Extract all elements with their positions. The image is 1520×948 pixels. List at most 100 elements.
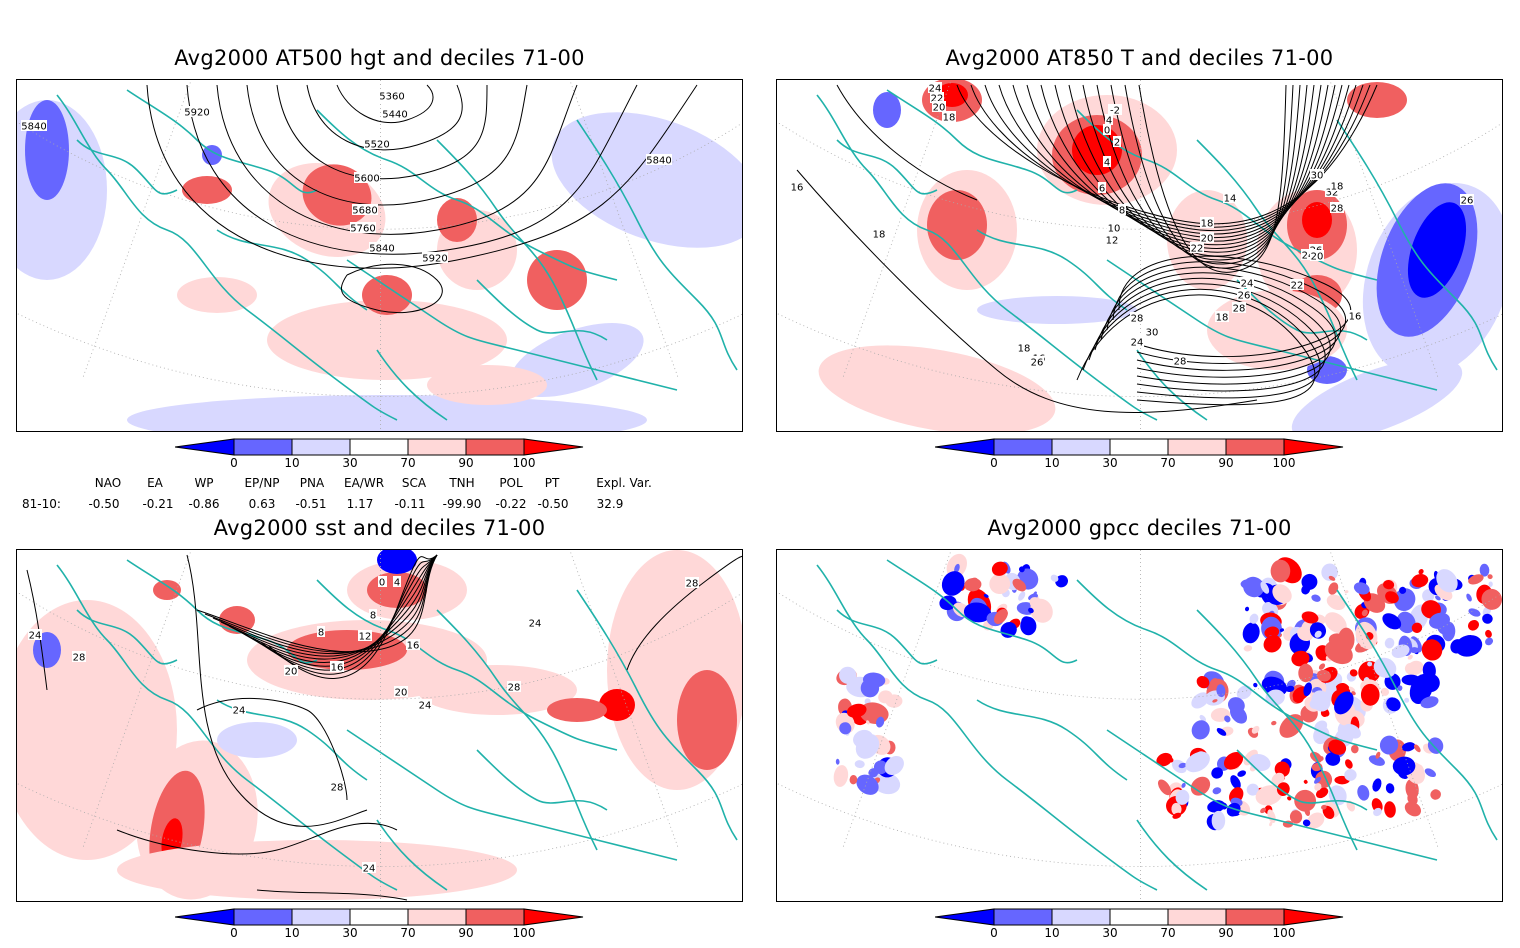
- decile-shading: [1303, 682, 1312, 697]
- decile-shading: [1391, 644, 1410, 658]
- svg-text:16: 16: [331, 663, 344, 674]
- decile-shading: [1468, 619, 1479, 631]
- svg-text:20: 20: [1201, 234, 1214, 245]
- contour-label: 26: [1237, 289, 1251, 302]
- decile-shading: [971, 577, 978, 582]
- decile-shading: [1468, 574, 1484, 585]
- contour-label: 24: [928, 82, 942, 95]
- colorbar-svg: [935, 908, 1344, 926]
- contour-label: 10: [1107, 222, 1121, 235]
- colorbar-segment: [349, 438, 409, 456]
- decile-shading: [1319, 756, 1324, 761]
- contour-label: 24: [232, 704, 246, 717]
- index-value: -0.21: [142, 497, 174, 511]
- decile-shading: [927, 190, 987, 260]
- decile-shading: [551, 112, 742, 248]
- decile-shading: [267, 300, 507, 380]
- contour-label: 5600: [354, 172, 380, 185]
- colorbar-tick-label: 70: [400, 926, 416, 940]
- contour-label: 32: [1325, 186, 1339, 199]
- decile-shading: [1436, 569, 1458, 593]
- decile-shading: [1485, 637, 1494, 646]
- svg-text:24: 24: [363, 864, 376, 875]
- svg-text:5920: 5920: [422, 254, 447, 265]
- svg-text:-2: -2: [1110, 106, 1120, 117]
- contour-line: [1068, 84, 1322, 253]
- svg-text:24: 24: [29, 631, 42, 642]
- decile-shading: [1224, 715, 1231, 723]
- decile-shading: [1413, 744, 1421, 753]
- colorbar-segment: [407, 438, 467, 456]
- decile-shading: [839, 722, 852, 735]
- colorbar-tick-label: 100: [1272, 456, 1296, 470]
- decile-shading: [1420, 696, 1439, 709]
- decile-shading: [1386, 697, 1401, 712]
- contour-label: 26: [1460, 194, 1474, 207]
- decile-shading: [1301, 611, 1319, 624]
- svg-text:8: 8: [318, 628, 324, 639]
- svg-text:18: 18: [1331, 182, 1344, 193]
- svg-text:5440: 5440: [382, 110, 407, 121]
- decile-shading: [127, 395, 647, 431]
- decile-shading: [1383, 580, 1395, 590]
- panel-title-hgt500: Avg2000 AT500 hgt and deciles 71-00: [174, 46, 585, 70]
- contour-label: 28: [1232, 302, 1246, 315]
- colorbar-tick-label: 0: [230, 456, 238, 470]
- svg-text:5840: 5840: [21, 122, 46, 133]
- colorbar-segment: [1167, 908, 1227, 926]
- svg-text:18: 18: [1018, 344, 1031, 355]
- decile-shading: [1468, 608, 1481, 617]
- decile-shading: [873, 92, 901, 128]
- contour-label: 28: [330, 781, 344, 794]
- decile-shading: [1171, 802, 1182, 816]
- decile-shading: [1393, 588, 1416, 612]
- decile-shading: [1375, 751, 1381, 759]
- svg-text:28: 28: [508, 683, 521, 694]
- svg-text:32: 32: [1326, 188, 1339, 199]
- contour-label: 5840: [369, 242, 395, 255]
- svg-text:24: 24: [529, 619, 542, 630]
- svg-text:5520: 5520: [364, 140, 389, 151]
- index-value: -0.50: [537, 497, 569, 511]
- decile-shading: [1055, 575, 1068, 588]
- decile-shading: [1422, 661, 1436, 680]
- colorbar-svg: [175, 908, 584, 926]
- contour-label: 4: [1103, 156, 1111, 169]
- decile-shading: [1325, 752, 1341, 766]
- decile-shading: [1309, 622, 1327, 639]
- svg-text:4: 4: [1106, 116, 1112, 127]
- contour-line: [146, 84, 698, 269]
- contour-label: 24: [362, 862, 376, 875]
- contour-line: [216, 84, 578, 235]
- coastline: [1136, 819, 1208, 891]
- coastline: [886, 559, 1078, 664]
- coastline: [836, 139, 938, 195]
- contour-label: 5520: [364, 138, 390, 151]
- contour-label: 22: [1190, 242, 1204, 255]
- decile-shading: [1012, 578, 1027, 592]
- svg-text:20: 20: [933, 103, 946, 114]
- colorbar-segment: [1283, 438, 1344, 456]
- decile-shading: [1271, 772, 1285, 786]
- decile-shading: [1343, 723, 1361, 739]
- decile-shading: [854, 760, 865, 769]
- colorbar-segment: [993, 438, 1053, 456]
- decile-shading: [1285, 685, 1295, 693]
- svg-text:8: 8: [370, 611, 376, 622]
- contour-line: [1096, 84, 1308, 261]
- map-gpcc: [777, 550, 1502, 900]
- decile-shading: [1487, 574, 1493, 580]
- contour-label: 8: [317, 626, 325, 639]
- index-value: 0.63: [248, 497, 276, 511]
- index-value: -0.11: [394, 497, 426, 511]
- svg-text:16: 16: [407, 641, 420, 652]
- contour-line: [1110, 84, 1301, 265]
- contour-label: 12: [1105, 234, 1119, 247]
- decile-shading: [1372, 778, 1382, 792]
- coastline: [476, 749, 608, 811]
- contour-line: [1106, 266, 1342, 371]
- svg-text:26: 26: [1031, 358, 1044, 369]
- decile-shading: [1307, 812, 1325, 829]
- colorbar-tick-label: 30: [342, 456, 358, 470]
- decile-shading: [1404, 662, 1417, 675]
